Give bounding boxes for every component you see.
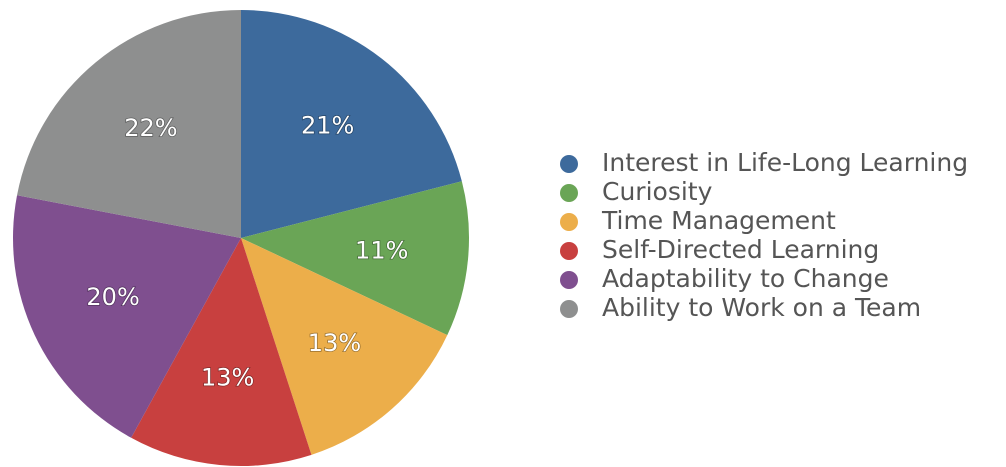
legend-label: Adaptability to Change — [602, 264, 889, 293]
value-label: 22% — [124, 114, 177, 142]
pie-slice — [241, 10, 462, 238]
value-label: 21% — [301, 111, 354, 139]
pie-slice — [241, 181, 469, 336]
legend-label: Self-Directed Learning — [602, 235, 879, 264]
legend-marker — [560, 242, 578, 260]
pie-slice — [241, 238, 448, 455]
legend-marker — [560, 300, 578, 318]
legend-label: Interest in Life-Long Learning — [602, 148, 968, 177]
value-label: 13% — [201, 364, 254, 392]
value-label: 11% — [355, 236, 408, 264]
pie-slice — [131, 238, 312, 466]
legend-marker — [560, 155, 578, 173]
legend-label: Curiosity — [602, 177, 713, 206]
legend-marker — [560, 271, 578, 289]
legend-label: Time Management — [601, 206, 836, 235]
legend-label: Ability to Work on a Team — [602, 293, 921, 322]
pie-slice — [17, 10, 241, 238]
legend-marker — [560, 213, 578, 231]
value-label: 13% — [308, 329, 361, 357]
pie-slice — [13, 195, 241, 438]
value-label: 20% — [86, 283, 139, 311]
legend-marker — [560, 184, 578, 202]
